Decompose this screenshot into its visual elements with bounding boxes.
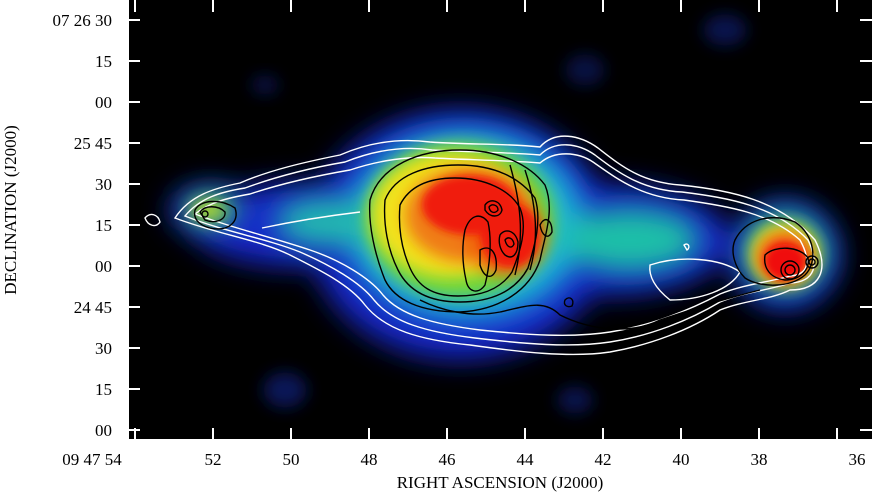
y-tick-label: 30: [95, 175, 112, 194]
y-tick-label: 25 45: [74, 134, 112, 153]
x-tick-label: 36: [849, 450, 866, 469]
y-tick-label: 00: [95, 93, 112, 112]
inner-contours: [193, 149, 819, 330]
y-ticks: [128, 19, 872, 431]
y-axis-label: DECLINATION (J2000): [1, 125, 20, 295]
y-tick-label: 15: [95, 380, 112, 399]
outer-contours: [144, 135, 823, 356]
x-tick-label: 50: [283, 450, 300, 469]
y-tick-label: 15: [95, 52, 112, 71]
y-tick-label: 07 26 30: [53, 11, 113, 30]
x-tick-label: 48: [361, 450, 378, 469]
y-tick-label: 24 45: [74, 298, 112, 317]
y-tick-label: 15: [95, 216, 112, 235]
x-tick-label: 52: [205, 450, 222, 469]
plot-frame: [127, 0, 872, 441]
y-tick-label: 00: [95, 257, 112, 276]
x-ticks: [134, 0, 838, 440]
x-tick-label: 42: [595, 450, 612, 469]
y-tick-labels: 07 26 30 15 00 25 45 30 15 00 24 45 30 1…: [53, 11, 113, 440]
x-tick-label: 46: [439, 450, 456, 469]
x-tick-label: 09 47 54: [62, 450, 122, 469]
y-tick-label: 30: [95, 339, 112, 358]
x-tick-label: 40: [673, 450, 690, 469]
x-tick-label: 44: [517, 450, 535, 469]
x-tick-label: 38: [751, 450, 768, 469]
x-axis-label: RIGHT ASCENSION (J2000): [397, 473, 604, 492]
x-tick-labels: 09 47 54 52 50 48 46 44 42 40 38 36: [62, 450, 865, 469]
y-tick-label: 00: [95, 421, 112, 440]
